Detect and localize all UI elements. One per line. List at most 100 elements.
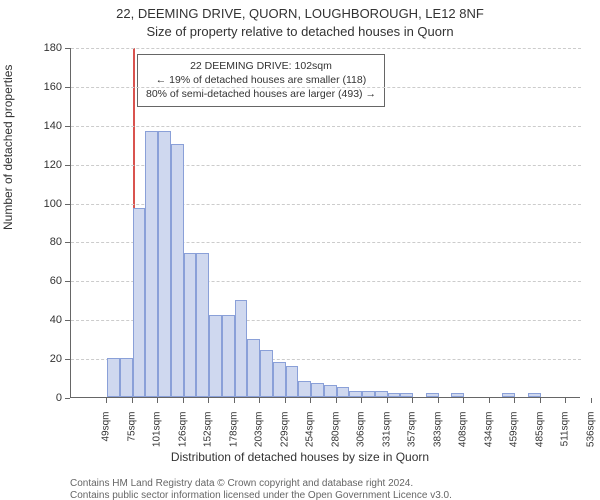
x-tick-label: 459sqm: [509, 412, 520, 460]
x-tick-label: 280sqm: [330, 412, 341, 460]
gridline-h: [71, 126, 581, 127]
x-tick-stub: [514, 398, 515, 403]
y-tick-stub: [65, 165, 70, 166]
histogram-bar: [388, 393, 401, 397]
y-tick-stub: [65, 87, 70, 88]
y-tick-label: 40: [26, 314, 62, 326]
annotation-line: 80% of semi-detached houses are larger (…: [146, 87, 376, 101]
x-tick-stub: [463, 398, 464, 403]
histogram-bar: [209, 315, 222, 397]
x-tick-label: 229sqm: [279, 412, 290, 460]
histogram-bar: [247, 339, 260, 397]
attribution-text: Contains HM Land Registry data © Crown c…: [70, 478, 452, 500]
y-tick-stub: [65, 48, 70, 49]
x-tick-label: 152sqm: [203, 412, 214, 460]
x-tick-label: 101sqm: [152, 412, 163, 460]
histogram-bar: [426, 393, 439, 397]
histogram-bar: [324, 385, 337, 397]
x-tick-stub: [336, 398, 337, 403]
y-tick-label: 160: [26, 81, 62, 93]
y-tick-label: 60: [26, 275, 62, 287]
gridline-h: [71, 87, 581, 88]
histogram-bar: [145, 131, 158, 397]
x-tick-label: 485sqm: [534, 412, 545, 460]
histogram-bar: [133, 208, 146, 397]
y-tick-stub: [65, 281, 70, 282]
y-tick-stub: [65, 242, 70, 243]
x-tick-label: 75sqm: [126, 412, 137, 460]
histogram-bar: [362, 391, 375, 397]
x-tick-stub: [157, 398, 158, 403]
x-tick-stub: [132, 398, 133, 403]
x-tick-label: 357sqm: [407, 412, 418, 460]
y-tick-label: 180: [26, 42, 62, 54]
chart-subtitle: Size of property relative to detached ho…: [0, 24, 600, 39]
page-title: 22, DEEMING DRIVE, QUORN, LOUGHBOROUGH, …: [0, 6, 600, 21]
y-tick-stub: [65, 359, 70, 360]
x-tick-stub: [310, 398, 311, 403]
x-tick-label: 254sqm: [305, 412, 316, 460]
histogram-bar: [107, 358, 120, 397]
histogram-bar: [260, 350, 273, 397]
x-tick-stub: [540, 398, 541, 403]
y-tick-stub: [65, 204, 70, 205]
x-tick-stub: [438, 398, 439, 403]
x-tick-label: 178sqm: [228, 412, 239, 460]
gridline-h: [71, 48, 581, 49]
x-tick-stub: [412, 398, 413, 403]
y-tick-stub: [65, 398, 70, 399]
x-tick-label: 536sqm: [585, 412, 596, 460]
histogram-bar: [311, 383, 324, 397]
x-tick-label: 331sqm: [381, 412, 392, 460]
x-tick-stub: [234, 398, 235, 403]
histogram-bar: [171, 144, 184, 397]
histogram-bar: [502, 393, 515, 397]
x-tick-label: 383sqm: [432, 412, 443, 460]
x-tick-label: 49sqm: [101, 412, 112, 460]
histogram-bar: [235, 300, 248, 397]
x-tick-label: 203sqm: [254, 412, 265, 460]
histogram-bar: [286, 366, 299, 397]
histogram-bar: [158, 131, 171, 397]
x-tick-stub: [259, 398, 260, 403]
histogram-bar: [222, 315, 235, 397]
histogram-bar: [337, 387, 350, 397]
y-axis-label: Number of detached properties: [1, 65, 15, 230]
x-tick-label: 126sqm: [177, 412, 188, 460]
annotation-line: ← 19% of detached houses are smaller (11…: [146, 73, 376, 87]
y-tick-label: 20: [26, 353, 62, 365]
x-tick-stub: [285, 398, 286, 403]
histogram-bar: [349, 391, 362, 397]
x-tick-stub: [591, 398, 592, 403]
y-tick-stub: [65, 126, 70, 127]
marker-annotation: 22 DEEMING DRIVE: 102sqm← 19% of detache…: [137, 54, 385, 107]
histogram-bar: [528, 393, 541, 397]
histogram-bar: [375, 391, 388, 397]
x-tick-stub: [361, 398, 362, 403]
y-tick-label: 0: [26, 392, 62, 404]
x-tick-stub: [183, 398, 184, 403]
annotation-line: 22 DEEMING DRIVE: 102sqm: [146, 59, 376, 73]
histogram-bar: [400, 393, 413, 397]
y-tick-label: 120: [26, 159, 62, 171]
x-tick-label: 434sqm: [483, 412, 494, 460]
y-tick-label: 80: [26, 236, 62, 248]
histogram-bar: [451, 393, 464, 397]
y-tick-label: 100: [26, 198, 62, 210]
plot-area: 22 DEEMING DRIVE: 102sqm← 19% of detache…: [70, 48, 580, 398]
y-tick-label: 140: [26, 120, 62, 132]
x-tick-stub: [387, 398, 388, 403]
x-tick-label: 408sqm: [458, 412, 469, 460]
x-tick-stub: [489, 398, 490, 403]
x-tick-label: 511sqm: [560, 412, 571, 460]
histogram-bar: [298, 381, 311, 397]
y-tick-stub: [65, 320, 70, 321]
histogram-bar: [120, 358, 133, 397]
x-tick-label: 306sqm: [356, 412, 367, 460]
x-tick-stub: [208, 398, 209, 403]
x-tick-stub: [106, 398, 107, 403]
histogram-bar: [273, 362, 286, 397]
x-tick-stub: [565, 398, 566, 403]
histogram-bar: [184, 253, 197, 397]
histogram-bar: [196, 253, 209, 397]
